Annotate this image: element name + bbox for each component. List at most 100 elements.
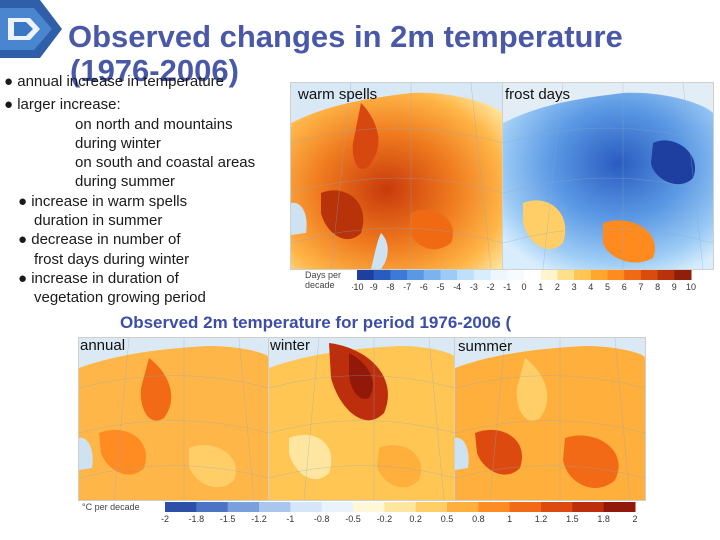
scale-tick-label: 1: [538, 282, 543, 292]
scale-swatch: [507, 270, 525, 280]
scale-swatch: [384, 502, 417, 512]
annual-temperature-map: [78, 337, 270, 501]
warm-spells-label: warm spells: [298, 86, 378, 103]
scale-swatch: [290, 502, 323, 512]
bullet-item: ● decrease in number of: [18, 231, 181, 249]
scale-tick-label: 0.8: [472, 514, 485, 524]
temp-legend-title: °C per decade: [82, 502, 140, 512]
scale-tick-label: -3: [470, 282, 478, 292]
scale-swatch: [640, 270, 659, 280]
summer-temperature-map: [454, 337, 646, 501]
scale-swatch: [574, 270, 592, 280]
scale-swatch: [524, 270, 542, 280]
scale-swatch: [321, 502, 354, 512]
scale-swatch: [540, 270, 558, 280]
annual-label: annual: [80, 337, 126, 354]
scale-swatch: [390, 270, 408, 280]
bullet-item: on north and mountains: [75, 115, 233, 133]
scale-tick-label: -0.8: [314, 514, 330, 524]
scale-swatch: [572, 502, 605, 512]
bullet-item: ● annual increase in temperature: [4, 73, 225, 90]
scale-tick-label: 7: [638, 282, 643, 292]
bullet-item: ● increase in duration of: [18, 269, 179, 287]
scale-tick-label: -7: [403, 282, 411, 292]
scale-tick-label: -9: [370, 282, 378, 292]
scale-tick-label: -1: [503, 282, 511, 292]
scale-tick-label: 6: [622, 282, 627, 292]
scale-tick-label: 10: [686, 282, 696, 292]
bottom-subtitle: Observed 2m temperature for period 1976-…: [120, 313, 512, 332]
scale-swatch: [259, 502, 291, 512]
scale-swatch: [440, 270, 458, 280]
scale-tick-label: 1.5: [566, 514, 579, 524]
winter-label: winter: [270, 337, 311, 354]
scale-tick-label: -2: [487, 282, 495, 292]
scale-tick-label: -0.5: [345, 514, 361, 524]
scale-tick-label: -0.2: [377, 514, 393, 524]
scale-tick-label: -5: [436, 282, 444, 292]
frost-days-map: [502, 82, 714, 270]
temp-color-scale: -2 -1.8 -1.5 -1.2 -1 -0.8 -0.5 -0.2 0.2 0.5 0.8 1 1.…: [161, 502, 638, 524]
scale-tick-label: 0.5: [441, 514, 454, 524]
bullet-item: duration in summer: [34, 212, 163, 230]
bullet-item: frost days during winter: [34, 250, 190, 268]
scale-tick-label: -1: [286, 514, 294, 524]
scale-tick-label: -1.5: [220, 514, 236, 524]
frost-days-label: frost days: [505, 86, 571, 103]
scale-swatch: [624, 270, 642, 280]
scale-tick-label: 2: [555, 282, 560, 292]
bullet-item: vegetation growing period: [34, 289, 206, 307]
scale-swatch: [490, 270, 508, 280]
scale-swatch: [509, 502, 542, 512]
bullet-item: ● larger increase:: [4, 96, 121, 114]
scale-swatch: [473, 270, 492, 280]
scale-tick-label: 0.2: [409, 514, 422, 524]
scale-swatch: [657, 270, 675, 280]
winter-temperature-map: [268, 337, 456, 501]
scale-tick-label: -10: [352, 282, 364, 292]
scale-tick-label: 1.2: [535, 514, 548, 524]
scale-tick-label: 3: [572, 282, 577, 292]
scale-swatch: [373, 270, 391, 280]
scale-tick-label: 4: [588, 282, 593, 292]
scale-tick-label: 0: [521, 282, 526, 292]
scale-tick-label: -1.8: [189, 514, 205, 524]
bullet-item: on south and coastal areas: [75, 154, 256, 172]
scale-swatch: [607, 270, 625, 280]
scale-tick-label: 1.8: [597, 514, 610, 524]
scale-swatch: [541, 502, 573, 512]
scale-tick-label: -1.2: [251, 514, 267, 524]
scale-swatch: [407, 270, 425, 280]
scale-swatch: [603, 502, 636, 512]
scale-tick-label: 8: [655, 282, 660, 292]
scale-swatch: [590, 270, 608, 280]
scale-swatch: [674, 270, 692, 280]
scale-swatch: [415, 502, 448, 512]
scale-tick-label: 5: [605, 282, 610, 292]
scale-swatch: [457, 270, 475, 280]
scale-tick-label: -6: [420, 282, 428, 292]
page-title: Observed changes in 2m temperature: [68, 19, 623, 54]
warm-spells-map: [290, 82, 504, 270]
scale-tick-label: 1: [507, 514, 512, 524]
scale-swatch: [353, 502, 385, 512]
bullet-item: ● increase in warm spells: [18, 192, 188, 210]
bullet-item: during winter: [75, 134, 161, 152]
scale-swatch: [227, 502, 260, 512]
summer-label: summer: [458, 338, 513, 355]
days-legend-title: Days per decade: [305, 270, 342, 290]
scale-swatch: [423, 270, 441, 280]
scale-tick-label: 9: [672, 282, 677, 292]
bullet-item: during summer: [75, 173, 176, 191]
scale-swatch: [357, 270, 375, 280]
scale-tick-label: 2: [632, 514, 637, 524]
bullet-list: ● annual increase in temperature ● large…: [4, 72, 255, 308]
scale-swatch: [557, 270, 575, 280]
scale-tick-label: -2: [161, 514, 169, 524]
scale-swatch: [447, 502, 479, 512]
logo-icon: [0, 0, 62, 58]
scale-tick-label: -8: [386, 282, 394, 292]
scale-swatch: [478, 502, 511, 512]
scale-tick-label: -4: [453, 282, 461, 292]
